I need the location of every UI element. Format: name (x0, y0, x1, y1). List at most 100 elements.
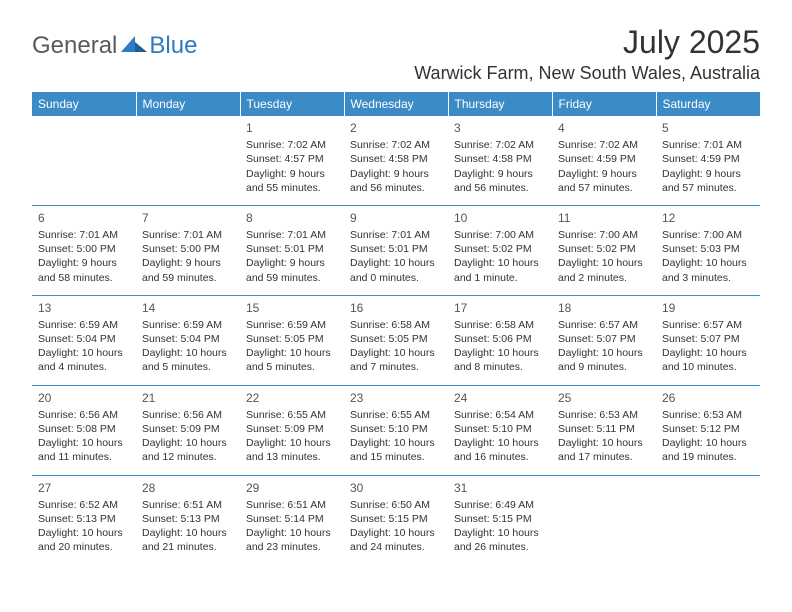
cell-daylight1: Daylight: 10 hours (38, 436, 130, 450)
cell-sunrise: Sunrise: 7:01 AM (246, 228, 338, 242)
cell-sunrise: Sunrise: 6:51 AM (142, 498, 234, 512)
cell-sunset: Sunset: 5:04 PM (142, 332, 234, 346)
day-number: 24 (454, 390, 546, 406)
cell-sunrise: Sunrise: 7:02 AM (558, 138, 650, 152)
cell-sunrise: Sunrise: 7:01 AM (38, 228, 130, 242)
calendar-day-cell: 31Sunrise: 6:49 AMSunset: 5:15 PMDayligh… (448, 475, 552, 564)
cell-sunset: Sunset: 5:12 PM (662, 422, 754, 436)
day-number: 7 (142, 210, 234, 226)
cell-sunset: Sunset: 5:01 PM (350, 242, 442, 256)
logo-text-blue: Blue (149, 32, 197, 60)
calendar-table: SundayMondayTuesdayWednesdayThursdayFrid… (32, 92, 760, 564)
month-title: July 2025 (414, 24, 760, 61)
cell-sunrise: Sunrise: 6:54 AM (454, 408, 546, 422)
logo-text-general: General (32, 32, 117, 60)
day-number: 21 (142, 390, 234, 406)
cell-daylight1: Daylight: 9 hours (558, 167, 650, 181)
cell-daylight1: Daylight: 10 hours (454, 256, 546, 270)
cell-sunrise: Sunrise: 6:58 AM (350, 318, 442, 332)
calendar-day-cell: 3 Sunrise: 7:02 AMSunset: 4:58 PMDaylight… (448, 116, 552, 205)
cell-daylight2: and 23 minutes. (246, 540, 338, 554)
calendar-header-row: SundayMondayTuesdayWednesdayThursdayFrid… (32, 92, 760, 116)
cell-daylight1: Daylight: 9 hours (454, 167, 546, 181)
cell-daylight1: Daylight: 10 hours (454, 346, 546, 360)
cell-sunset: Sunset: 5:05 PM (246, 332, 338, 346)
cell-daylight1: Daylight: 10 hours (350, 256, 442, 270)
cell-sunrise: Sunrise: 6:59 AM (38, 318, 130, 332)
calendar-day-cell: 11Sunrise: 7:00 AMSunset: 5:02 PMDayligh… (552, 205, 656, 295)
cell-sunrise: Sunrise: 6:53 AM (662, 408, 754, 422)
cell-sunrise: Sunrise: 7:02 AM (454, 138, 546, 152)
calendar-day-cell: 10Sunrise: 7:00 AMSunset: 5:02 PMDayligh… (448, 205, 552, 295)
cell-daylight2: and 8 minutes. (454, 360, 546, 374)
calendar-day-cell: 8Sunrise: 7:01 AMSunset: 5:01 PMDaylight… (240, 205, 344, 295)
day-number: 20 (38, 390, 130, 406)
cell-daylight2: and 13 minutes. (246, 450, 338, 464)
cell-daylight1: Daylight: 10 hours (662, 256, 754, 270)
day-number: 2 (350, 120, 442, 136)
cell-sunset: Sunset: 4:57 PM (246, 152, 338, 166)
calendar-day-cell: 26Sunrise: 6:53 AMSunset: 5:12 PMDayligh… (656, 385, 760, 475)
calendar-week-row: 27Sunrise: 6:52 AMSunset: 5:13 PMDayligh… (32, 475, 760, 564)
calendar-day-cell: 30Sunrise: 6:50 AMSunset: 5:15 PMDayligh… (344, 475, 448, 564)
day-number: 22 (246, 390, 338, 406)
cell-sunrise: Sunrise: 6:59 AM (142, 318, 234, 332)
cell-daylight1: Daylight: 9 hours (38, 256, 130, 270)
cell-daylight1: Daylight: 10 hours (142, 346, 234, 360)
cell-sunset: Sunset: 5:02 PM (454, 242, 546, 256)
day-number: 18 (558, 300, 650, 316)
cell-sunset: Sunset: 5:02 PM (558, 242, 650, 256)
cell-daylight2: and 20 minutes. (38, 540, 130, 554)
cell-sunset: Sunset: 5:04 PM (38, 332, 130, 346)
cell-daylight2: and 56 minutes. (454, 181, 546, 195)
cell-sunset: Sunset: 5:15 PM (350, 512, 442, 526)
cell-daylight2: and 3 minutes. (662, 271, 754, 285)
calendar-day-cell: 4Sunrise: 7:02 AMSunset: 4:59 PMDaylight… (552, 116, 656, 205)
cell-daylight2: and 56 minutes. (350, 181, 442, 195)
calendar-day-cell: 9Sunrise: 7:01 AMSunset: 5:01 PMDaylight… (344, 205, 448, 295)
day-number: 16 (350, 300, 442, 316)
cell-daylight2: and 11 minutes. (38, 450, 130, 464)
calendar-day-cell: 25Sunrise: 6:53 AMSunset: 5:11 PMDayligh… (552, 385, 656, 475)
day-number: 3 (454, 120, 546, 136)
cell-daylight1: Daylight: 10 hours (246, 436, 338, 450)
calendar-day-cell: 7Sunrise: 7:01 AMSunset: 5:00 PMDaylight… (136, 205, 240, 295)
calendar-day-cell: 29Sunrise: 6:51 AMSunset: 5:14 PMDayligh… (240, 475, 344, 564)
column-header: Thursday (448, 92, 552, 116)
cell-sunrise: Sunrise: 6:56 AM (38, 408, 130, 422)
cell-sunset: Sunset: 4:59 PM (662, 152, 754, 166)
day-number: 29 (246, 480, 338, 496)
day-number: 6 (38, 210, 130, 226)
cell-sunset: Sunset: 5:08 PM (38, 422, 130, 436)
cell-daylight1: Daylight: 10 hours (350, 346, 442, 360)
day-number: 9 (350, 210, 442, 226)
cell-sunrise: Sunrise: 6:57 AM (558, 318, 650, 332)
cell-daylight2: and 9 minutes. (558, 360, 650, 374)
calendar-body: 1Sunrise: 7:02 AMSunset: 4:57 PMDaylight… (32, 116, 760, 564)
day-number: 17 (454, 300, 546, 316)
cell-sunrise: Sunrise: 6:55 AM (246, 408, 338, 422)
day-number: 28 (142, 480, 234, 496)
cell-daylight2: and 59 minutes. (246, 271, 338, 285)
cell-daylight2: and 2 minutes. (558, 271, 650, 285)
cell-sunset: Sunset: 5:00 PM (38, 242, 130, 256)
cell-daylight1: Daylight: 10 hours (38, 346, 130, 360)
calendar-day-cell (136, 116, 240, 205)
cell-sunrise: Sunrise: 7:01 AM (142, 228, 234, 242)
calendar-day-cell: 13Sunrise: 6:59 AMSunset: 5:04 PMDayligh… (32, 295, 136, 385)
cell-daylight1: Daylight: 9 hours (246, 256, 338, 270)
day-number: 10 (454, 210, 546, 226)
cell-sunset: Sunset: 5:00 PM (142, 242, 234, 256)
cell-daylight1: Daylight: 10 hours (142, 436, 234, 450)
cell-sunrise: Sunrise: 6:59 AM (246, 318, 338, 332)
cell-sunset: Sunset: 4:58 PM (454, 152, 546, 166)
calendar-day-cell (552, 475, 656, 564)
cell-daylight2: and 58 minutes. (38, 271, 130, 285)
cell-daylight2: and 1 minute. (454, 271, 546, 285)
cell-sunrise: Sunrise: 6:58 AM (454, 318, 546, 332)
day-number: 14 (142, 300, 234, 316)
calendar-week-row: 13Sunrise: 6:59 AMSunset: 5:04 PMDayligh… (32, 295, 760, 385)
day-number: 11 (558, 210, 650, 226)
cell-daylight1: Daylight: 10 hours (350, 436, 442, 450)
cell-daylight2: and 12 minutes. (142, 450, 234, 464)
